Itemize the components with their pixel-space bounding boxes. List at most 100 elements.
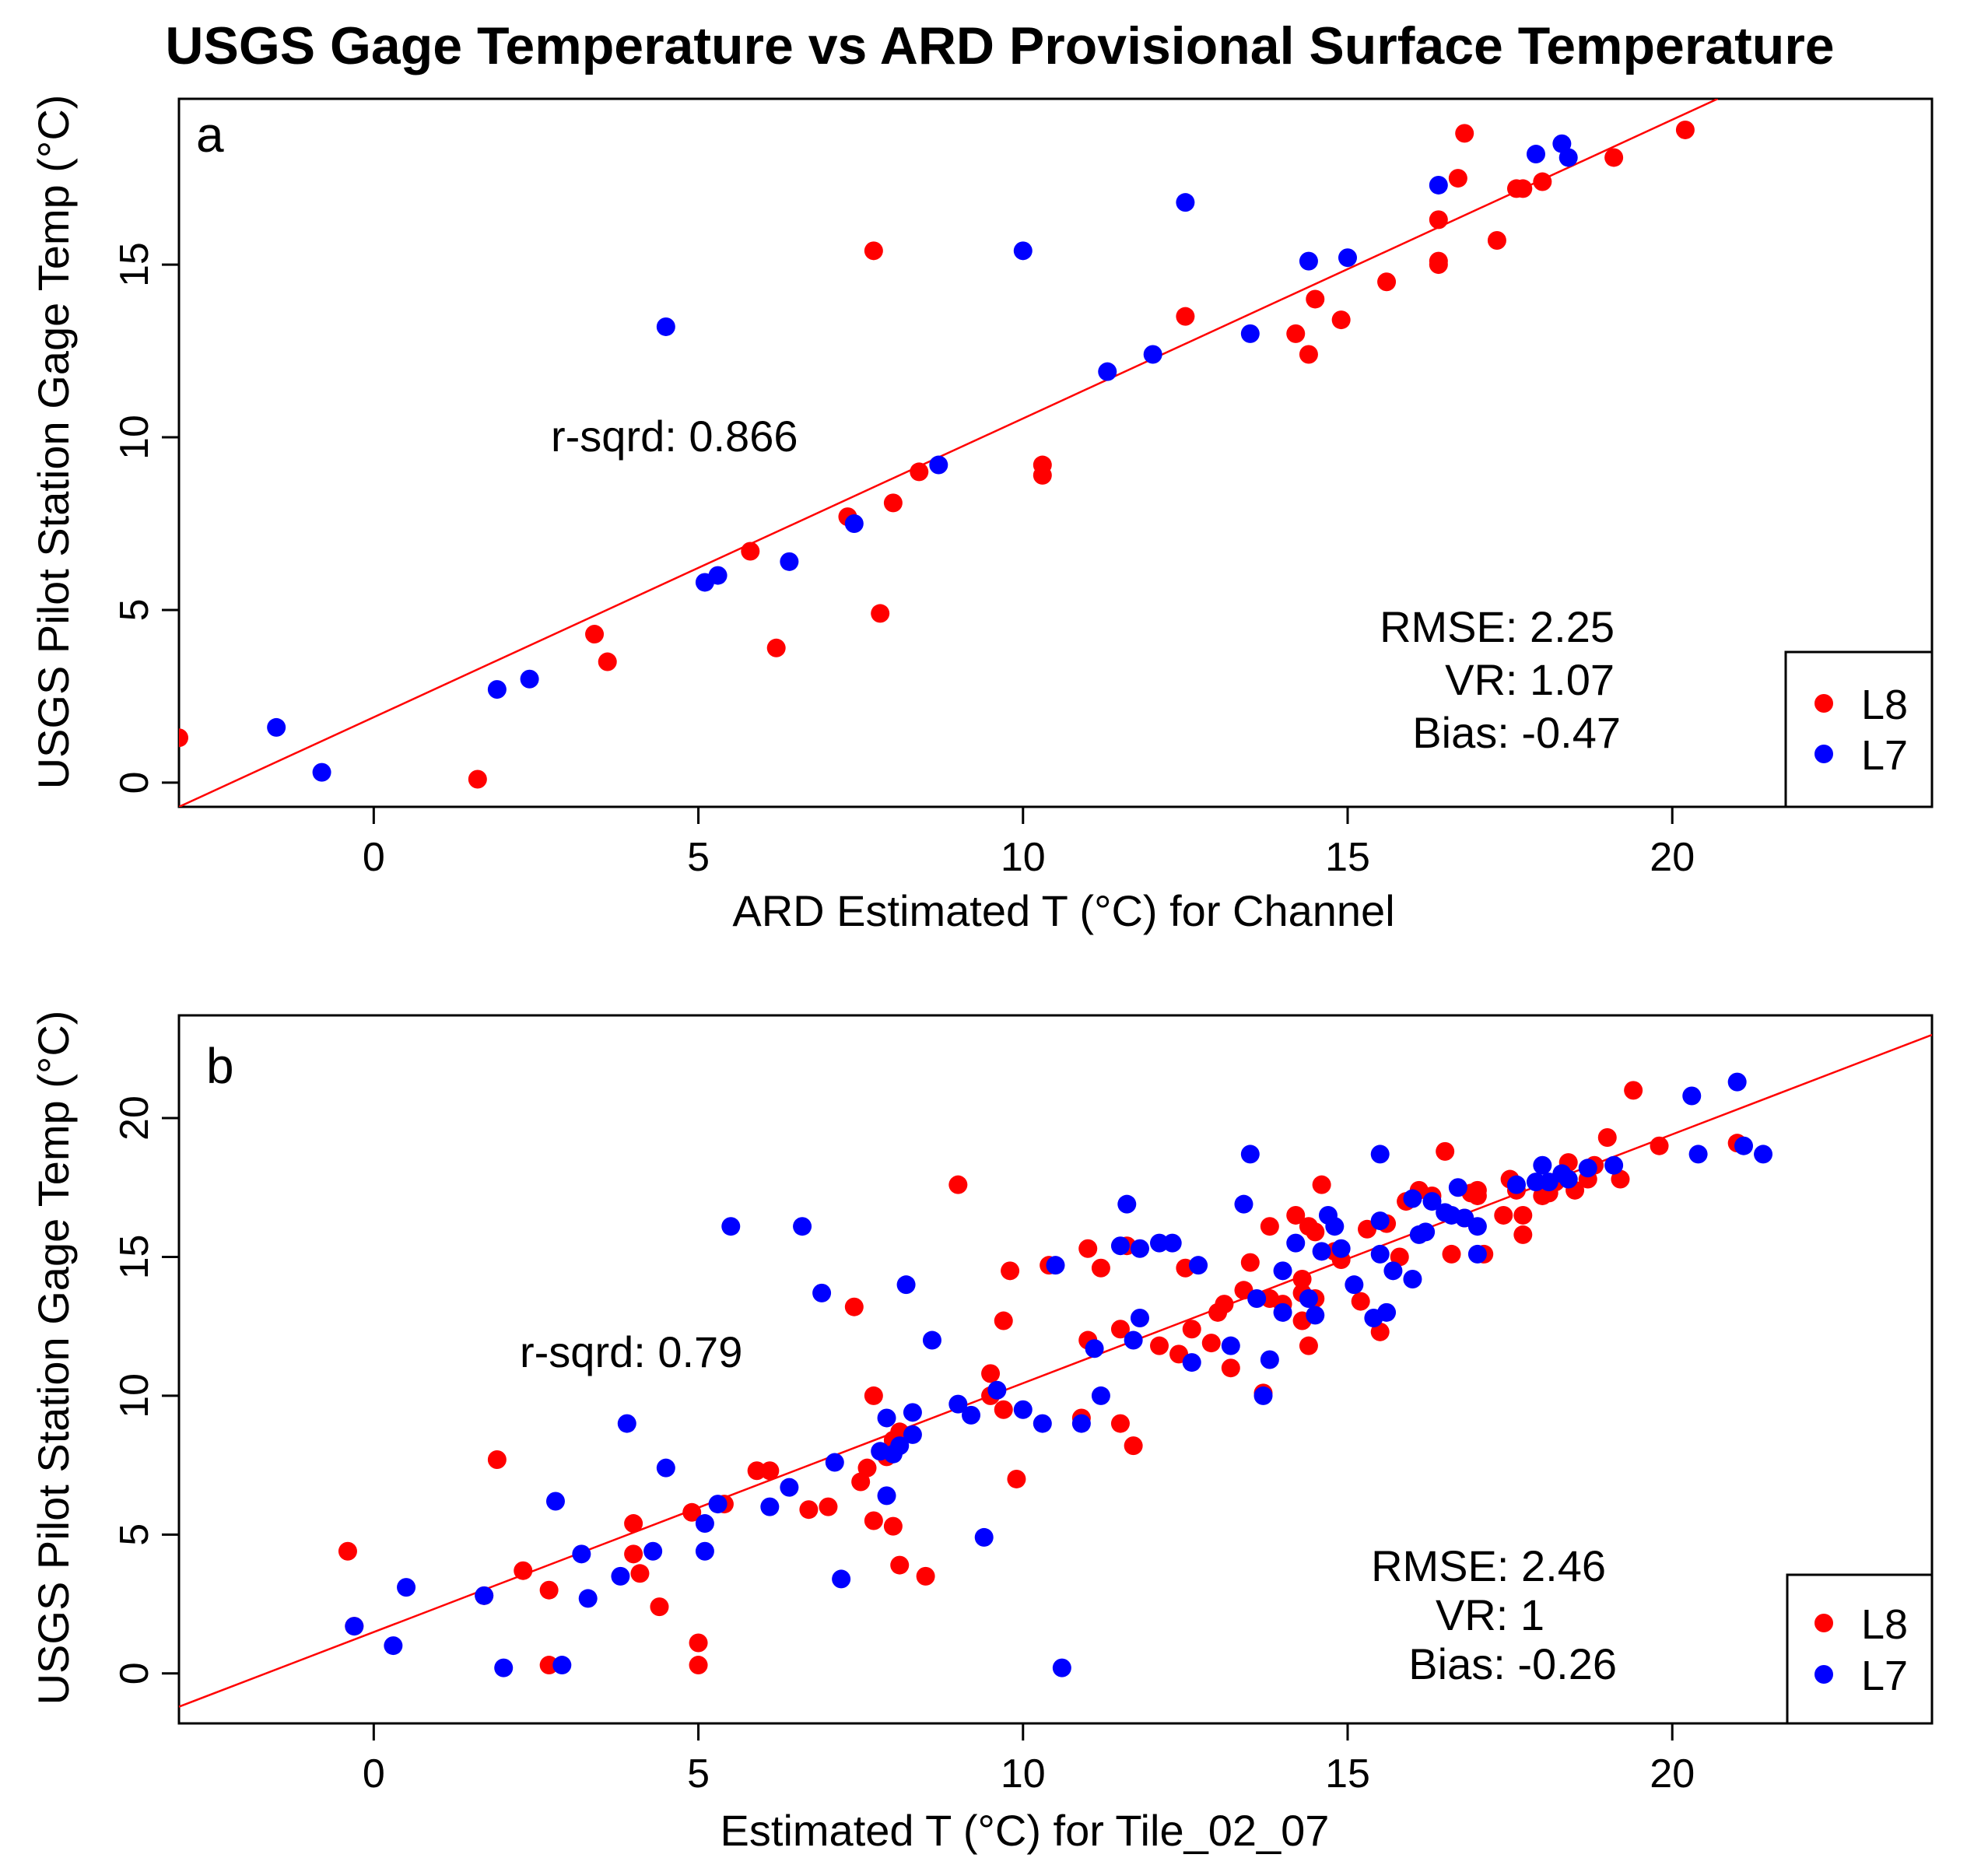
- vr-label: VR: 1: [1436, 1590, 1544, 1639]
- point-L7: [721, 1217, 741, 1236]
- y-axis-label: USGS Pilot Station Gage Temp (°C): [29, 1011, 78, 1705]
- point-L7: [695, 1514, 714, 1534]
- point-L8: [650, 1597, 669, 1617]
- point-L7: [987, 1380, 1007, 1400]
- y-tick-label: 0: [112, 771, 157, 794]
- point-L8: [741, 542, 760, 561]
- point-L7: [1189, 1256, 1208, 1275]
- point-L8: [1467, 1180, 1487, 1200]
- vr-label: VR: 1.07: [1445, 655, 1615, 704]
- panel-b: 0 5 10 15 20 0 5 10 15 20 b r-sqrd: 0.79 RMSE: 2…: [29, 1011, 1934, 1855]
- point-L7: [267, 717, 286, 737]
- point-L7: [1422, 1192, 1442, 1211]
- point-L7: [1182, 1353, 1201, 1372]
- point-L7: [974, 1527, 994, 1547]
- point-L7: [1234, 1194, 1253, 1214]
- point-L8: [487, 1450, 507, 1469]
- point-L8: [1675, 120, 1695, 139]
- legend-marker-L8: [1814, 694, 1833, 713]
- point-L7: [844, 514, 864, 533]
- point-L7: [695, 1541, 714, 1561]
- point-L8: [338, 1541, 357, 1561]
- point-L8: [1286, 1205, 1306, 1225]
- regression-line: [179, 99, 1719, 807]
- r-squared-label: r-sqrd: 0.79: [520, 1327, 742, 1376]
- point-L7: [1098, 362, 1117, 381]
- point-L8: [1513, 179, 1533, 198]
- r-squared-label: r-sqrd: 0.866: [551, 412, 798, 461]
- point-L7: [1221, 1336, 1240, 1355]
- point-L8: [598, 652, 617, 671]
- x-tick-label: 20: [1650, 1751, 1695, 1797]
- point-L8: [539, 1656, 559, 1675]
- point-L7: [487, 680, 507, 699]
- point-L7: [708, 1495, 728, 1514]
- x-tick-label: 0: [363, 1751, 385, 1797]
- point-L8: [857, 1458, 877, 1478]
- point-L7: [384, 1636, 403, 1656]
- point-L7: [1416, 1222, 1436, 1242]
- point-L8: [1201, 1334, 1221, 1353]
- point-L7: [1429, 175, 1448, 195]
- point-L7: [1162, 1233, 1182, 1253]
- point-L7: [1091, 1386, 1110, 1405]
- point-L7: [1370, 1145, 1390, 1164]
- point-L7: [1578, 1159, 1597, 1178]
- point-L7: [1150, 1233, 1169, 1253]
- point-L8: [799, 1500, 819, 1520]
- point-L8: [1455, 124, 1474, 143]
- y-tick-label: 15: [112, 242, 157, 287]
- point-L7: [1688, 1145, 1708, 1164]
- y-tick-label: 10: [112, 415, 157, 460]
- point-L8: [1533, 172, 1552, 191]
- point-L8: [1513, 1205, 1533, 1225]
- point-L8: [981, 1364, 1001, 1383]
- point-L8: [1604, 148, 1624, 167]
- point-L7: [397, 1578, 416, 1597]
- bias-label: Bias: -0.47: [1412, 708, 1621, 757]
- point-L7: [896, 1275, 916, 1295]
- point-L8: [819, 1497, 838, 1516]
- point-L8: [682, 1502, 702, 1522]
- point-L7: [1331, 1239, 1351, 1258]
- point-L8: [883, 1516, 903, 1536]
- point-L7: [708, 566, 728, 585]
- point-L8: [1611, 1169, 1630, 1189]
- point-L8: [1215, 1295, 1234, 1314]
- point-L8: [1150, 1336, 1169, 1355]
- point-L7: [962, 1405, 981, 1425]
- figure-title: USGS Gage Temperature vs ARD Provisional…: [165, 16, 1834, 75]
- point-L7: [1533, 1155, 1552, 1175]
- point-L8: [1260, 1217, 1279, 1236]
- point-L8: [890, 1555, 910, 1575]
- x-axis-label: Estimated T (°C) for Tile_02_07: [721, 1806, 1330, 1855]
- point-L8: [1370, 1322, 1390, 1341]
- bias-label: Bias: -0.26: [1408, 1639, 1617, 1688]
- legend-label-L7: L7: [1861, 1653, 1908, 1699]
- point-L7: [1345, 1275, 1364, 1295]
- y-tick-label: 0: [112, 1662, 157, 1684]
- point-L7: [611, 1566, 630, 1586]
- point-L7: [1176, 193, 1195, 212]
- point-L7: [1240, 324, 1260, 343]
- point-L8: [910, 462, 929, 482]
- y-tick-label: 10: [112, 1373, 157, 1418]
- plot-frame: [177, 97, 1934, 808]
- point-L8: [1306, 1222, 1325, 1242]
- panel-a: 0 5 10 15 20 0 5 10 15 a r-sqrd: 0.866 RMSE: 2.…: [29, 95, 1934, 935]
- point-L7: [1506, 1175, 1526, 1194]
- point-L8: [1650, 1136, 1669, 1155]
- point-L7: [1370, 1211, 1390, 1231]
- point-L7: [1013, 1400, 1033, 1419]
- point-L7: [1124, 1330, 1143, 1350]
- y-tick-label: 15: [112, 1235, 157, 1280]
- point-L7: [1467, 1217, 1487, 1236]
- point-L7: [643, 1541, 663, 1561]
- point-L8: [1429, 251, 1448, 271]
- point-L8: [1597, 1128, 1617, 1148]
- point-L7: [1299, 251, 1318, 271]
- point-L7: [1052, 1658, 1071, 1677]
- panel-label: a: [196, 107, 224, 163]
- point-L7: [1240, 1145, 1260, 1164]
